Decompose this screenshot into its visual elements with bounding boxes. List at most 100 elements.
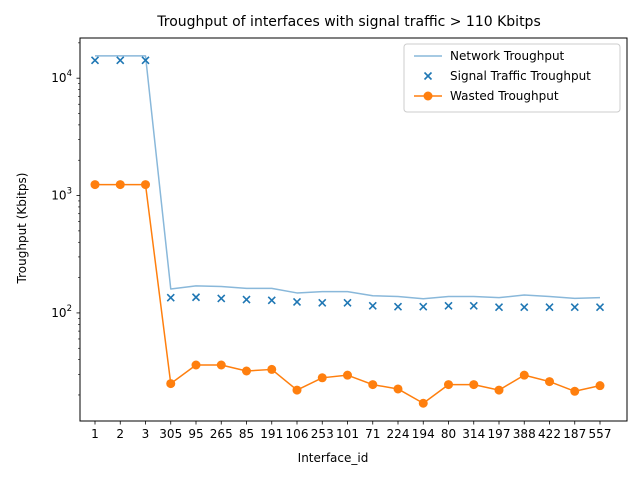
x-tick-label: 80 (441, 427, 456, 441)
x-tick-label: 422 (538, 427, 561, 441)
plot-area (90, 55, 605, 408)
x-tick-label: 194 (412, 427, 435, 441)
data-point (292, 297, 302, 307)
legend-frame (403, 43, 621, 113)
marker-stroke (595, 303, 605, 312)
legend-marker (423, 71, 433, 81)
legend-label: Signal Traffic Troughput (450, 69, 591, 83)
data-point (418, 398, 428, 408)
marker-stroke (116, 56, 125, 65)
data-point (469, 380, 479, 390)
data-point (292, 385, 302, 395)
x-tick-label: 265 (210, 427, 233, 441)
data-point (570, 386, 580, 396)
data-point (267, 364, 277, 374)
y-tick-base: 10 (51, 71, 66, 85)
x-tick-label: 85 (239, 427, 254, 441)
x-tick-label: 187 (563, 427, 586, 441)
data-point (317, 373, 327, 383)
series-line-2 (95, 183, 601, 404)
legend-marker (423, 91, 433, 101)
x-tick-label: 71 (365, 427, 380, 441)
data-point (116, 56, 125, 65)
legend-label: Wasted Troughput (450, 89, 559, 103)
marker-stroke (419, 302, 428, 311)
y-tick-label: 102 (51, 304, 72, 320)
data-point (141, 180, 150, 190)
data-point (242, 295, 251, 304)
data-point (216, 360, 226, 370)
x-tick-label: 3 (142, 427, 150, 441)
marker-stroke (469, 301, 478, 310)
marker-stroke (292, 297, 302, 307)
y-tick-label: 104 (51, 69, 72, 85)
x-axis-label: Interface_id (298, 451, 369, 465)
data-point (494, 303, 504, 312)
data-point (191, 293, 201, 302)
marker-stroke (494, 303, 504, 312)
data-point (570, 303, 579, 312)
data-point (242, 366, 251, 376)
data-point (595, 303, 605, 312)
data-point (115, 180, 125, 190)
data-point (267, 296, 276, 305)
x-tick-label: 106 (286, 427, 309, 441)
chart-title: Troughput of interfaces with signal traf… (156, 14, 540, 30)
x-tick-label: 388 (513, 427, 536, 441)
marker-stroke (267, 296, 276, 305)
data-point (545, 377, 554, 387)
marker-stroke (545, 303, 554, 312)
data-point (343, 370, 352, 380)
x-tick-label: 2 (116, 427, 124, 441)
x-axis-ticks: 1 2 3 305 95 265 85 191 106 253 101 71 224 194 80 314 19… (91, 421, 611, 441)
y-tick-label: 103 (51, 187, 72, 203)
marker-stroke (444, 301, 453, 310)
data-point (141, 56, 150, 65)
marker-stroke (318, 298, 327, 307)
y-tick-exponent: 2 (67, 304, 72, 314)
y-tick-base: 10 (51, 306, 66, 320)
data-point (368, 301, 377, 310)
data-point (444, 301, 453, 310)
marker-stroke (141, 56, 150, 65)
marker-stroke (570, 303, 579, 312)
x-tick-label: 314 (462, 427, 485, 441)
data-point (393, 302, 403, 311)
x-tick-label: 1 (91, 427, 99, 441)
data-point (343, 298, 352, 307)
data-point (166, 293, 175, 302)
data-point (90, 56, 100, 65)
marker-stroke (520, 303, 529, 312)
data-point (469, 301, 478, 310)
marker-stroke (242, 295, 251, 304)
x-tick-label: 95 (188, 427, 203, 441)
data-point (444, 380, 453, 390)
series-line-0 (95, 55, 601, 300)
x-tick-label: 197 (488, 427, 511, 441)
legend-label: Network Troughput (450, 49, 565, 63)
marker-stroke (90, 56, 100, 65)
y-axis-label: Troughput (Kbitps) (15, 173, 29, 285)
y-tick-base: 10 (51, 189, 66, 203)
data-point (519, 370, 529, 380)
x-tick-label: 101 (336, 427, 359, 441)
x-tick-label: 557 (589, 427, 612, 441)
x-tick-label: 253 (311, 427, 334, 441)
x-tick-label: 224 (387, 427, 410, 441)
plot-frame (79, 37, 628, 422)
data-point (494, 385, 504, 395)
data-point (217, 294, 226, 303)
data-point (318, 298, 327, 307)
data-point (520, 303, 529, 312)
data-point (368, 380, 378, 390)
data-point (545, 303, 554, 312)
marker-stroke (393, 302, 403, 311)
data-point (393, 384, 403, 394)
data-point (90, 180, 100, 190)
x-tick-label: 191 (260, 427, 283, 441)
marker-stroke (368, 301, 377, 310)
data-point (191, 360, 201, 370)
marker-stroke (343, 298, 352, 307)
